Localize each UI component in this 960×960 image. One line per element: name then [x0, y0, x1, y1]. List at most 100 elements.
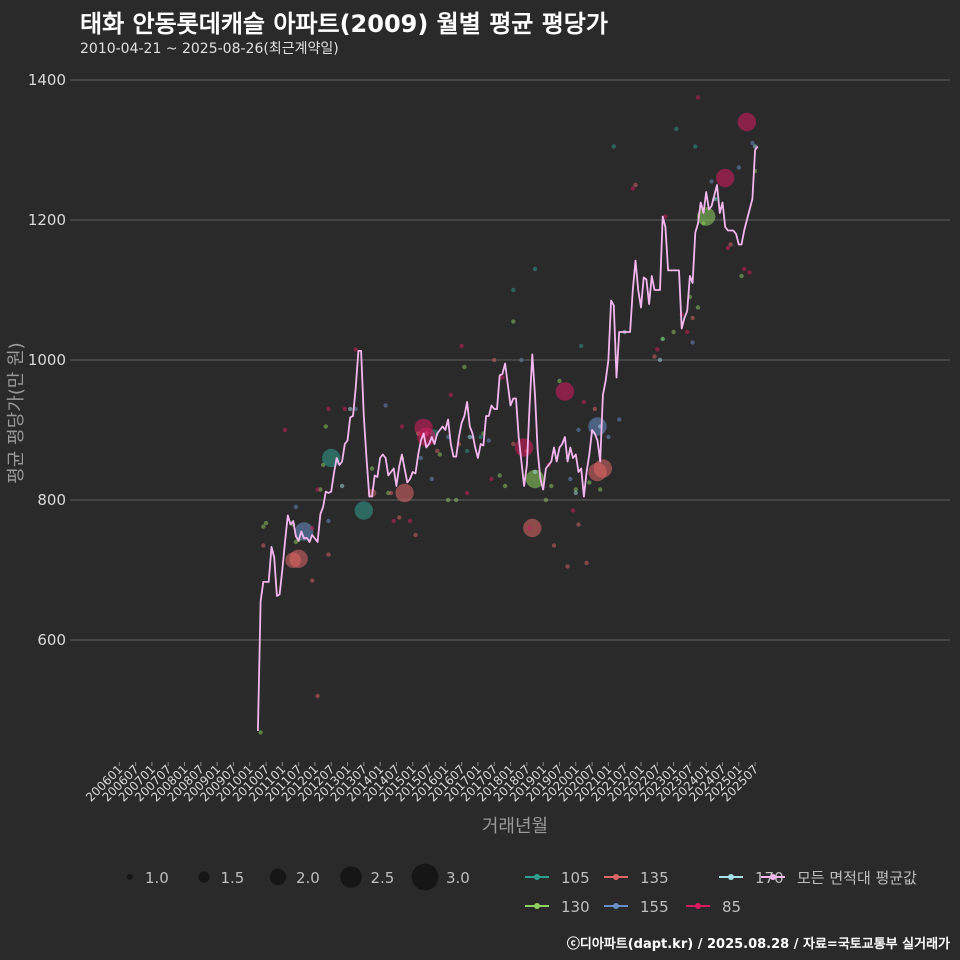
- point-area-85: [500, 375, 505, 380]
- point-area-130: [462, 364, 467, 370]
- point-area-155: [429, 476, 434, 482]
- point-area-85: [448, 392, 453, 398]
- point-area-135: [397, 515, 402, 520]
- size-legend-symbol: [127, 874, 133, 880]
- point-area-85: [742, 266, 747, 272]
- point-area-130: [502, 483, 508, 489]
- point-area-130: [323, 424, 328, 429]
- point-area-155: [606, 434, 611, 440]
- point-area-135: [310, 578, 315, 583]
- point-area-130: [320, 462, 326, 468]
- point-area-85: [663, 214, 668, 219]
- point-area-130: [263, 520, 269, 526]
- color-legend-swatch-dot: [695, 903, 701, 909]
- point-area-85: [315, 487, 320, 492]
- point-area-130: [261, 524, 266, 529]
- point-area-130: [543, 497, 549, 503]
- point-area-85: [570, 508, 576, 513]
- point-area-130: [454, 497, 459, 503]
- color-legend-label: 85: [722, 898, 741, 916]
- point-area-135: [435, 448, 440, 454]
- point-area-130: [549, 483, 554, 489]
- point-area-135: [565, 564, 570, 569]
- point-area-85: [685, 329, 690, 335]
- point-area-155: [519, 357, 524, 363]
- color-legend-swatch-dot: [770, 874, 776, 880]
- point-area-155: [568, 476, 573, 482]
- color-legend-label: 155: [640, 898, 669, 916]
- point-area-135: [584, 560, 589, 566]
- point-area-155: [736, 165, 741, 170]
- point-area-105: [579, 343, 584, 349]
- color-legend-label: 105: [561, 869, 590, 887]
- color-legend-swatch-dot: [613, 903, 619, 909]
- point-area-105: [478, 434, 483, 440]
- point-area-105: [532, 266, 538, 272]
- point-area-135: [728, 242, 733, 247]
- point-area-155: [690, 340, 695, 345]
- point-area-135: [592, 406, 597, 412]
- point-area-85: [581, 399, 587, 405]
- point-area-85: [555, 382, 575, 401]
- point-area-105: [693, 144, 698, 149]
- point-area-85: [326, 406, 331, 412]
- point-area-130: [573, 487, 578, 492]
- y-tick-label: 800: [37, 491, 66, 509]
- y-tick-label: 1000: [28, 351, 66, 369]
- size-legend-label: 2.5: [371, 869, 395, 887]
- point-area-105: [674, 126, 679, 132]
- y-tick-label: 1200: [28, 211, 66, 229]
- point-area-155: [709, 179, 714, 184]
- point-area-130: [557, 378, 562, 384]
- point-area-155: [326, 518, 331, 524]
- point-area-130: [437, 452, 443, 457]
- color-legend-swatch-dot: [534, 874, 540, 880]
- point-area-170: [657, 357, 663, 363]
- point-area-85: [527, 525, 532, 531]
- credit-line: ⓒ디아파트(dapt.kr) / 2025.08.28 / 자료=국토교통부 실…: [566, 937, 950, 952]
- y-tick-label: 1400: [28, 71, 66, 89]
- point-area-135: [413, 532, 418, 538]
- color-legend-swatch-dot: [728, 874, 734, 880]
- point-area-170: [339, 483, 345, 489]
- point-area-85: [310, 525, 315, 531]
- point-area-135: [593, 459, 613, 478]
- point-area-85: [716, 168, 735, 188]
- size-legend-symbol: [411, 863, 439, 891]
- color-legend-label: 135: [640, 869, 669, 887]
- size-legend-label: 1.0: [145, 869, 169, 887]
- point-area-170: [532, 469, 538, 475]
- point-area-85: [489, 476, 494, 482]
- point-area-85: [737, 112, 757, 132]
- point-area-130: [695, 305, 701, 310]
- point-area-155: [486, 438, 491, 443]
- point-area-85: [282, 427, 288, 433]
- average-line: [257, 145, 759, 732]
- point-area-85: [353, 347, 358, 352]
- point-area-135: [261, 543, 266, 548]
- size-legend-label: 3.0: [446, 869, 470, 887]
- point-area-155: [418, 455, 424, 461]
- color-legend-label: 모든 면적대 평균값: [797, 869, 917, 887]
- point-area-85: [725, 245, 731, 251]
- point-area-85: [414, 418, 433, 438]
- point-area-135: [492, 357, 497, 363]
- point-area-130: [497, 473, 502, 478]
- point-area-85: [514, 438, 534, 457]
- chart-title: 태화 안동롯데캐슬 아파트(2009) 월별 평균 평당가: [80, 10, 608, 38]
- point-area-130: [258, 730, 263, 735]
- point-area-155: [383, 403, 388, 408]
- point-area-170: [348, 406, 353, 412]
- size-legend-symbol: [340, 866, 362, 888]
- point-area-85: [747, 270, 752, 275]
- point-area-135: [511, 441, 516, 447]
- point-area-85: [459, 343, 464, 349]
- point-area-130: [739, 273, 744, 279]
- point-area-85: [342, 406, 347, 412]
- point-area-85: [630, 186, 635, 191]
- point-area-130: [445, 497, 451, 503]
- point-area-170: [467, 434, 472, 440]
- point-area-135: [523, 518, 542, 538]
- point-area-135: [690, 315, 695, 321]
- point-area-155: [750, 140, 755, 146]
